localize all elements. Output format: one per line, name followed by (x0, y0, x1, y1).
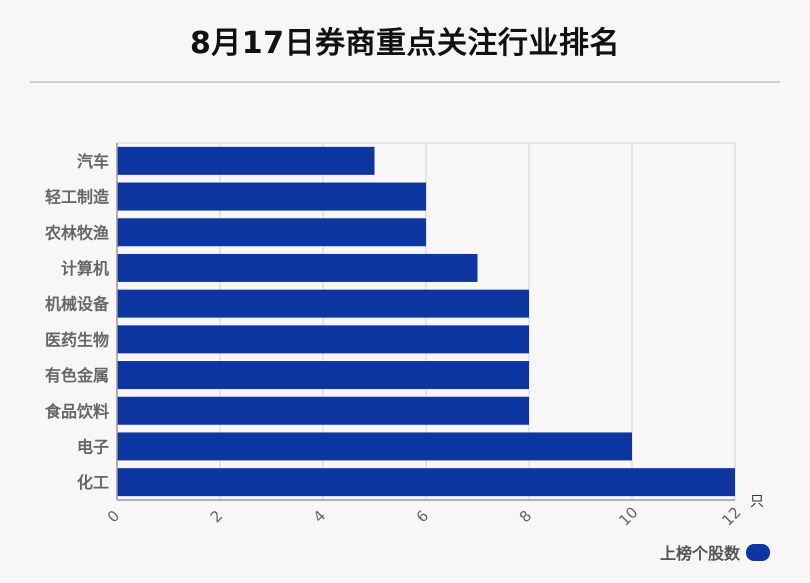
x-tick-label: 0 (104, 507, 123, 526)
bar (117, 325, 529, 354)
bar (117, 218, 426, 247)
bar (117, 396, 529, 425)
x-unit-label: 只 (750, 494, 764, 510)
legend[interactable]: 上榜个股数 (660, 540, 770, 564)
category-label: 轻工制造 (45, 188, 110, 207)
bar (117, 182, 426, 211)
legend-swatch (746, 543, 770, 561)
legend-label: 上榜个股数 (659, 544, 740, 563)
x-tick-label: 4 (310, 507, 329, 526)
bar (117, 146, 375, 175)
bar (117, 432, 632, 461)
bar (117, 253, 478, 282)
category-label: 计算机 (61, 259, 109, 278)
category-label: 电子 (77, 437, 109, 456)
x-tick-label: 8 (516, 507, 535, 526)
category-label: 食品饮料 (44, 402, 109, 421)
category-label: 农林牧渔 (44, 223, 109, 242)
category-label: 医药生物 (45, 330, 109, 349)
title-divider (30, 81, 780, 83)
x-tick-label: 12 (718, 503, 744, 529)
bar (117, 361, 529, 390)
category-label: 化工 (77, 473, 109, 492)
x-tick-label: 6 (413, 507, 432, 526)
x-tick-label: 2 (207, 507, 226, 526)
bar (117, 468, 735, 497)
x-tick-label: 10 (615, 503, 641, 529)
chart-title: 8月17日券商重点关注行业排名 (189, 26, 621, 61)
bar (117, 289, 529, 318)
category-label: 机械设备 (45, 295, 110, 314)
category-label: 汽车 (77, 152, 109, 171)
category-label: 有色金属 (45, 366, 109, 385)
